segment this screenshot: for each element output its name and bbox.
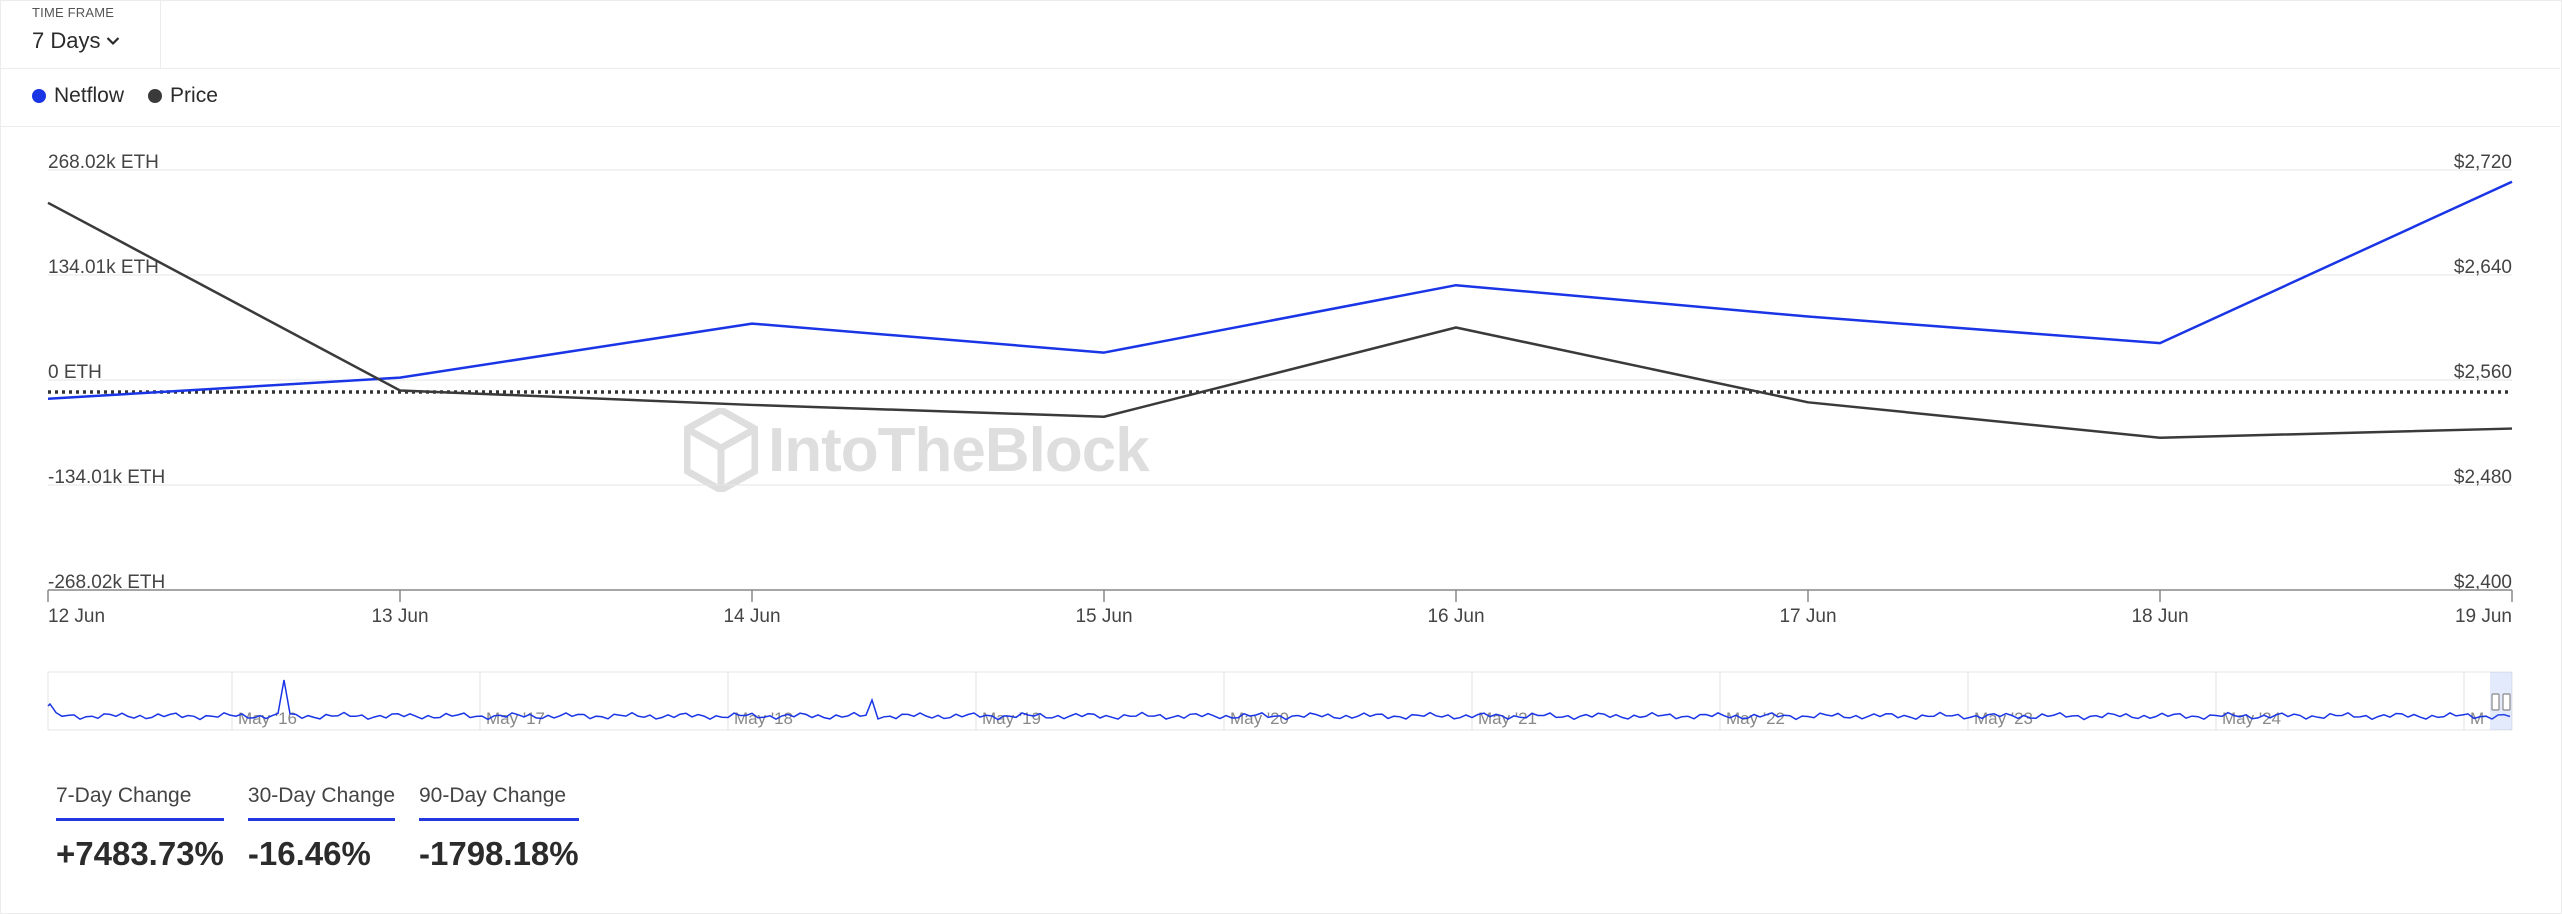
left-axis-tick-label: 0 ETH [48,362,102,383]
right-axis-tick-label: $2,640 [2454,257,2512,278]
series-line-price [47,201,2513,439]
navigator-frame [47,671,2513,731]
x-axis-tick-label: 15 Jun [1075,606,1132,627]
divider [0,126,2560,127]
change-30d-value: -16.46% [247,835,371,872]
legend-item-netflow[interactable]: Netflow [32,84,124,108]
change-30d[interactable]: 30-Day Change -16.46% [247,784,395,873]
x-axis-tick-label: 13 Jun [371,606,428,627]
change-30d-label: 30-Day Change [247,784,395,821]
navigator-right-handle[interactable] [2502,693,2511,711]
left-axis-tick-label: 134.01k ETH [48,257,159,278]
x-axis-tick-label: 12 Jun [48,606,105,627]
legend-label-netflow: Netflow [54,84,125,107]
change-7d-label: 7-Day Change [56,784,224,821]
x-axis-tick-label: 17 Jun [1779,606,1836,627]
divider [0,68,2560,69]
right-axis-tick-label: $2,720 [2454,152,2512,173]
x-axis-tick-label: 16 Jun [1427,606,1484,627]
x-axis-tick-label: 19 Jun [2455,606,2512,627]
change-90d-label: 90-Day Change [419,784,579,821]
change-stats: 7-Day Change +7483.73% 30-Day Change -16… [56,784,579,873]
chevron-down-icon [107,37,120,46]
x-axis-tick-label: 18 Jun [2131,606,2188,627]
legend-item-price[interactable]: Price [148,84,218,108]
change-90d[interactable]: 90-Day Change -1798.18% [419,784,579,873]
series-line-netflow [47,180,2513,401]
change-7d-value: +7483.73% [56,835,224,872]
right-axis-tick-label: $2,400 [2454,572,2512,593]
navigator-series-line [47,679,2511,721]
navigator-left-handle[interactable] [2491,693,2500,711]
timeframe-label: TIME FRAME [32,5,115,20]
x-axis-tick-label: 14 Jun [723,606,780,627]
navigator-label: May '19 [982,709,1041,728]
legend: Netflow Price [32,84,218,108]
netflow-dot-icon [32,89,46,103]
right-axis-tick-label: $2,480 [2454,467,2512,488]
timeframe-value: 7 Days [32,28,101,53]
watermark: IntoTheBlock [684,408,1150,492]
change-7d[interactable]: 7-Day Change +7483.73% [56,784,224,873]
navigator-label: May '18 [734,709,793,728]
timeframe-selector-box: TIME FRAME 7 Days [0,0,161,68]
timeframe-dropdown[interactable]: 7 Days [32,28,120,54]
legend-label-price: Price [170,84,218,107]
navigator-selection [2490,672,2512,730]
left-axis-tick-label: -134.01k ETH [48,467,165,488]
watermark-text: IntoTheBlock [768,415,1150,485]
right-axis-tick-label: $2,560 [2454,362,2512,383]
netflow-price-chart: 268.02k ETH $2,720 134.01k ETH $2,640 0 ETH $… [47,152,2513,731]
intotheblock-logo-icon [684,408,758,492]
left-axis-tick-label: -268.02k ETH [48,572,165,593]
navigator-label: May '23 [1974,709,2033,728]
price-dot-icon [148,89,163,103]
change-90d-value: -1798.18% [419,835,579,872]
navigator-label: May '20 [1230,709,1289,728]
navigator-label: M [2470,709,2484,728]
left-axis-tick-label: 268.02k ETH [48,152,159,173]
navigator-label: May '22 [1726,709,1785,728]
